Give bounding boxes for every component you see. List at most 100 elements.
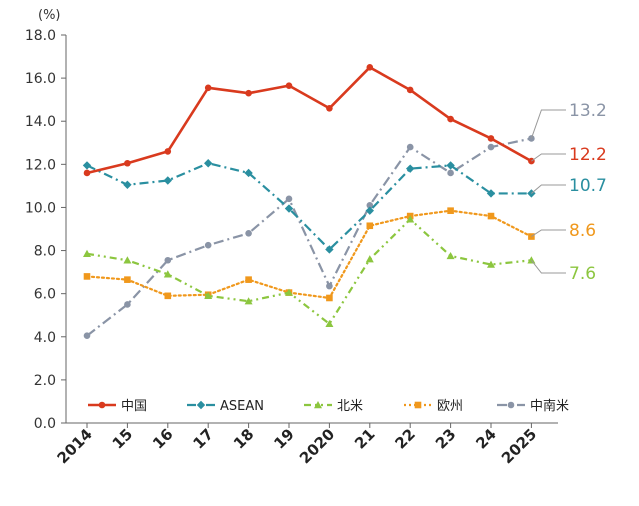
data-point xyxy=(163,270,172,278)
end-value-label: 12.2 xyxy=(569,145,607,165)
data-point xyxy=(83,169,91,177)
data-point xyxy=(366,222,374,230)
x-tick-label: 2020 xyxy=(296,425,338,467)
label-leader xyxy=(531,184,566,194)
x-tick-label: 17 xyxy=(190,425,217,452)
series-lines xyxy=(82,64,536,340)
data-point xyxy=(447,169,454,177)
data-point xyxy=(406,164,415,173)
data-point xyxy=(164,256,172,264)
series-0 xyxy=(83,64,535,177)
data-point xyxy=(245,230,252,237)
y-tick-label: 4.0 xyxy=(34,330,56,346)
label-leader xyxy=(530,109,566,139)
legend-item: 中南米 xyxy=(497,398,569,414)
data-point xyxy=(285,195,293,203)
y-tick-label: 16.0 xyxy=(25,71,56,87)
data-point xyxy=(326,282,333,290)
legend-label: ASEAN xyxy=(220,399,264,414)
data-point xyxy=(325,245,334,254)
data-point xyxy=(285,82,293,89)
legend-item: ASEAN xyxy=(187,399,264,414)
x-tick-label: 24 xyxy=(472,425,499,452)
x-tick-label: 23 xyxy=(432,425,459,452)
y-tick-label: 6.0 xyxy=(34,287,56,303)
x-tick-label: 21 xyxy=(351,425,378,452)
data-point xyxy=(406,215,415,223)
y-tick-label: 8.0 xyxy=(34,244,56,260)
y-tick-label: 2.0 xyxy=(34,373,56,389)
label-leader xyxy=(531,229,566,237)
data-point xyxy=(83,249,91,257)
legend-marker xyxy=(414,401,422,409)
series-4 xyxy=(83,135,535,340)
data-point xyxy=(528,233,535,240)
x-tick-label: 2025 xyxy=(498,425,540,467)
data-point xyxy=(244,168,253,178)
data-point xyxy=(285,288,293,296)
series-line xyxy=(86,137,532,337)
data-point xyxy=(245,89,252,97)
legend-label: 北米 xyxy=(337,399,363,414)
end-labels: 12.2 10.7 7.6 8.6 13.2 xyxy=(530,101,607,284)
data-point xyxy=(365,255,374,263)
y-tick-label: 12.0 xyxy=(25,157,56,173)
series-2 xyxy=(83,215,536,328)
series-1 xyxy=(82,159,536,254)
data-point xyxy=(406,143,414,151)
legend: 中国 ASEAN 北米 欧州 中南米 xyxy=(88,398,569,414)
legend-marker xyxy=(98,401,106,409)
data-point xyxy=(326,104,333,112)
data-point xyxy=(487,143,495,151)
series-line xyxy=(85,209,533,300)
series-line xyxy=(86,66,533,175)
x-tick-label: 22 xyxy=(392,425,419,452)
legend-label: 中国 xyxy=(121,399,147,414)
x-tick-label: 15 xyxy=(109,425,136,452)
end-value-label: 8.6 xyxy=(569,221,596,241)
data-point xyxy=(124,276,131,283)
data-point xyxy=(326,294,333,302)
data-point xyxy=(244,297,253,305)
label-leader xyxy=(531,259,566,274)
legend-item: 中国 xyxy=(88,399,147,414)
data-point xyxy=(447,207,454,214)
data-point xyxy=(83,273,91,280)
data-point xyxy=(204,84,212,92)
data-point xyxy=(487,135,495,142)
y-tick-label: 10.0 xyxy=(25,200,56,216)
x-tick-label: 16 xyxy=(149,425,176,452)
data-point xyxy=(163,176,172,185)
data-point xyxy=(486,189,496,198)
data-point xyxy=(123,256,132,264)
y-tick-label: 0.0 xyxy=(34,416,56,432)
data-point xyxy=(204,291,213,300)
unit-label: (%) xyxy=(38,8,61,23)
data-point xyxy=(164,292,172,300)
data-point xyxy=(204,241,212,249)
legend-marker xyxy=(196,400,206,410)
legend-marker xyxy=(314,401,322,409)
series-line xyxy=(86,162,532,251)
legend-label: 中南米 xyxy=(530,398,569,414)
data-point xyxy=(446,251,455,260)
legend-item: 北米 xyxy=(304,399,363,414)
end-value-label: 13.2 xyxy=(569,101,607,121)
series-line xyxy=(86,218,532,325)
data-point xyxy=(365,206,374,215)
data-point xyxy=(325,319,334,328)
y-axis: 0.0 2.0 4.0 6.0 8.0 10.0 12.0 14.0 16.0 18.0 xyxy=(25,28,67,432)
data-point xyxy=(366,64,374,71)
end-value-label: 7.6 xyxy=(569,264,596,284)
data-point xyxy=(124,301,131,308)
y-tick-label: 14.0 xyxy=(25,114,56,130)
label-leader xyxy=(531,153,566,162)
legend-marker xyxy=(507,401,515,409)
data-point xyxy=(123,180,132,190)
data-point xyxy=(527,256,536,264)
data-point xyxy=(487,260,495,268)
end-value-label: 10.7 xyxy=(569,176,607,196)
data-point xyxy=(446,161,455,170)
